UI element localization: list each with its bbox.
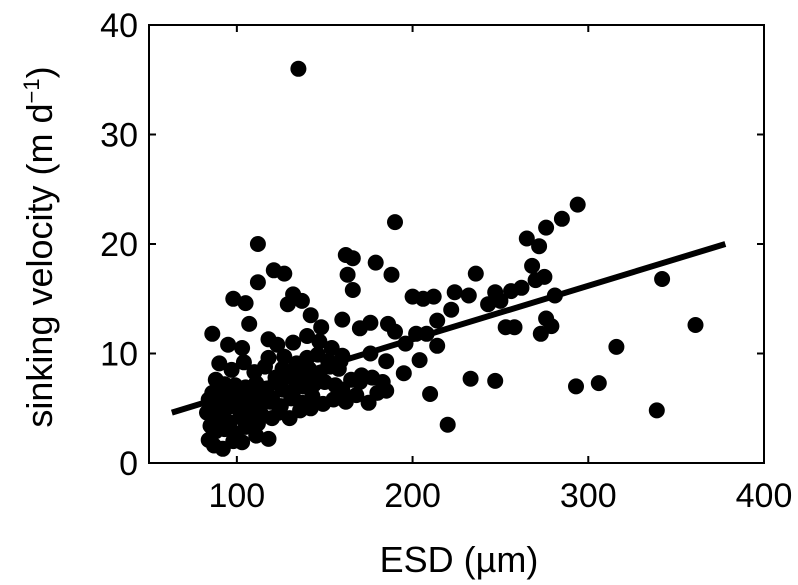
x-tick-label: 100 <box>208 477 265 515</box>
data-point <box>648 402 665 419</box>
data-point <box>337 393 354 410</box>
data-point <box>351 320 368 337</box>
data-point <box>531 238 548 255</box>
data-point <box>234 340 251 356</box>
x-axis-label: ESD (µm) <box>380 539 539 580</box>
data-point <box>276 348 293 365</box>
data-point <box>237 295 254 312</box>
axis-ticks <box>149 24 765 464</box>
data-point <box>211 355 228 372</box>
data-point <box>527 272 544 289</box>
data-point <box>367 254 384 271</box>
data-point <box>311 333 328 350</box>
regression-line <box>170 241 727 416</box>
y-tick-label: 0 <box>119 445 138 483</box>
data-point <box>654 271 671 287</box>
data-point <box>204 325 221 342</box>
data-point <box>276 265 293 282</box>
data-point <box>223 361 240 378</box>
data-point <box>518 230 535 247</box>
x-tick-label: 200 <box>384 477 441 515</box>
data-point <box>339 266 356 283</box>
y-axis-label-close: ) <box>19 66 60 78</box>
data-point <box>443 301 460 318</box>
data-point <box>293 292 310 309</box>
data-point <box>260 349 277 366</box>
data-point <box>538 219 555 236</box>
y-tick-label: 30 <box>100 117 138 155</box>
data-point <box>290 60 307 77</box>
data-point <box>248 427 265 444</box>
data-point <box>503 283 519 300</box>
data-point <box>462 370 479 387</box>
data-point <box>302 400 319 417</box>
data-point <box>257 387 273 404</box>
data-point <box>225 290 242 307</box>
data-points <box>199 60 704 457</box>
data-point <box>422 386 439 402</box>
data-point <box>334 311 351 328</box>
data-point <box>553 210 570 227</box>
y-tick-label: 40 <box>100 7 138 45</box>
data-point <box>269 336 286 353</box>
data-point <box>237 418 254 435</box>
data-point <box>334 381 351 398</box>
data-point <box>235 354 252 371</box>
data-point <box>369 384 386 401</box>
data-point <box>302 307 319 324</box>
data-point <box>524 257 541 274</box>
data-point <box>429 337 446 354</box>
data-point <box>404 288 421 305</box>
y-axis-label-main: sinking velocity (m d <box>19 103 60 427</box>
data-point <box>569 196 586 213</box>
data-point <box>608 338 625 355</box>
y-axis-label-superscript: −1 <box>19 78 44 103</box>
y-axis-label: sinking velocity (m d−1) <box>19 66 60 427</box>
data-point <box>279 296 296 313</box>
data-point <box>387 214 403 231</box>
data-point <box>299 328 316 344</box>
data-point <box>249 236 266 252</box>
data-point <box>313 319 330 336</box>
data-point <box>487 284 504 301</box>
data-point <box>239 404 256 421</box>
data-point <box>378 353 395 370</box>
data-point <box>323 340 340 356</box>
data-point <box>220 336 237 353</box>
data-point <box>439 416 456 433</box>
data-point <box>446 284 463 301</box>
data-point <box>487 372 504 389</box>
data-point <box>460 287 477 304</box>
data-point <box>383 266 400 283</box>
data-point <box>241 315 258 332</box>
data-point <box>480 296 497 313</box>
y-tick-label: 20 <box>100 226 138 264</box>
data-point <box>429 312 446 329</box>
data-point <box>351 374 368 390</box>
data-point <box>249 415 266 432</box>
data-point <box>260 430 277 447</box>
data-point <box>395 365 412 382</box>
x-tick-label: 300 <box>560 477 617 515</box>
data-point <box>506 319 523 336</box>
data-point <box>249 274 266 291</box>
y-tick-label: 10 <box>100 336 138 374</box>
x-tick-label: 400 <box>736 477 793 515</box>
data-point <box>411 352 428 369</box>
data-point <box>568 378 584 395</box>
data-point <box>380 315 396 332</box>
data-point <box>467 265 484 282</box>
data-point <box>538 310 555 327</box>
data-point <box>234 434 251 451</box>
data-point <box>590 375 607 392</box>
data-point <box>344 282 361 298</box>
data-point <box>285 334 302 351</box>
data-point <box>337 247 354 263</box>
data-point <box>687 317 704 333</box>
axis-tick-labels: 100 200 300 400 0 10 20 30 40 <box>100 7 792 515</box>
